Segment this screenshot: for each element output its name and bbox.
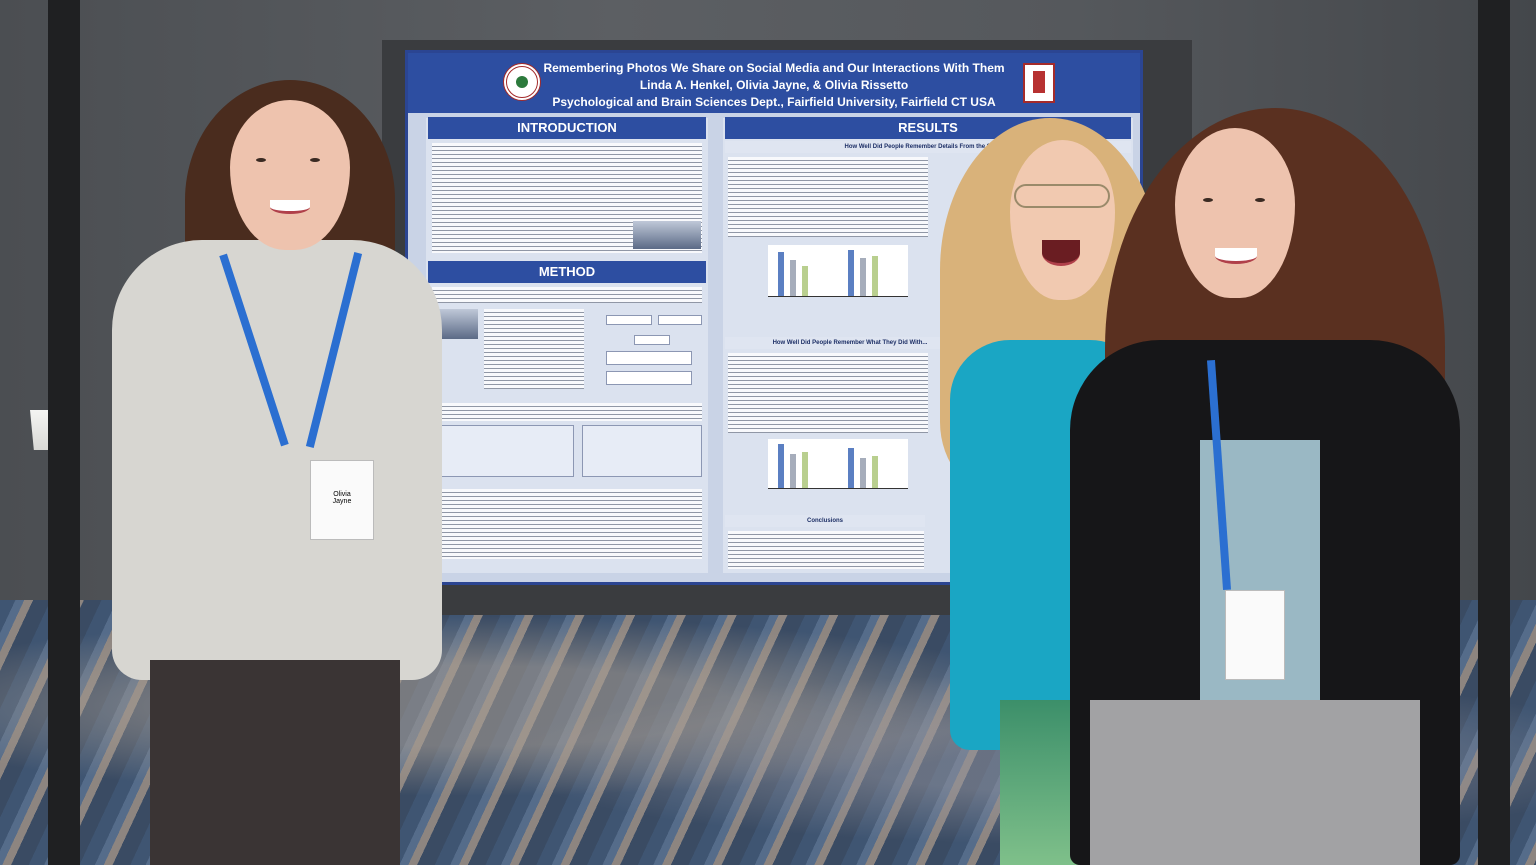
results-bar-chart-1 bbox=[768, 245, 908, 297]
person-right-face bbox=[1175, 128, 1295, 298]
method-experiments-text bbox=[432, 489, 702, 559]
person-right-pants bbox=[1090, 700, 1420, 865]
method-example-box bbox=[432, 425, 574, 477]
poster-authors: Linda A. Henkel, Olivia Jayne, & Olivia … bbox=[639, 78, 909, 92]
method-box bbox=[606, 371, 692, 385]
easel-post-right bbox=[1478, 0, 1510, 865]
open-mouth bbox=[1042, 240, 1080, 266]
person-left-face bbox=[230, 100, 350, 250]
chart-bar bbox=[802, 266, 808, 296]
name-badge-right bbox=[1225, 590, 1285, 680]
eye bbox=[256, 158, 266, 162]
eye bbox=[1203, 198, 1213, 202]
person-left-sweater bbox=[112, 240, 442, 680]
poster-header: Remembering Photos We Share on Social Me… bbox=[408, 53, 1140, 113]
method-heading: METHOD bbox=[428, 261, 706, 283]
chart-bar bbox=[778, 444, 784, 488]
method-box bbox=[606, 315, 652, 325]
poster-title: Remembering Photos We Share on Social Me… bbox=[543, 61, 1005, 75]
method-conditions-text bbox=[484, 309, 584, 389]
results-text-2 bbox=[728, 353, 928, 433]
method-box bbox=[634, 335, 670, 345]
introduction-photo bbox=[633, 221, 701, 249]
conclusions-text bbox=[728, 531, 924, 569]
chart-bar bbox=[848, 448, 854, 488]
method-example-box bbox=[582, 425, 702, 477]
results-text-1 bbox=[728, 157, 928, 237]
chart-bar bbox=[860, 258, 866, 296]
method-session-text bbox=[432, 403, 702, 421]
university-seal-icon bbox=[503, 63, 541, 101]
chart-bar bbox=[790, 260, 796, 296]
person-middle-face bbox=[1010, 140, 1115, 300]
chart-bar bbox=[778, 252, 784, 296]
department-logo-icon bbox=[1023, 63, 1055, 103]
method-box bbox=[658, 315, 702, 325]
easel-post-left bbox=[48, 0, 80, 865]
results-bar-chart-2 bbox=[768, 439, 908, 489]
conclusions-heading: Conclusions bbox=[725, 515, 925, 527]
person-left-pants bbox=[150, 660, 400, 865]
introduction-heading: INTRODUCTION bbox=[428, 117, 706, 139]
glasses-icon bbox=[1014, 184, 1110, 208]
smile bbox=[1215, 248, 1257, 264]
chart-bar bbox=[802, 452, 808, 488]
smile bbox=[270, 200, 310, 214]
research-poster: Remembering Photos We Share on Social Me… bbox=[405, 50, 1143, 585]
chart-bar bbox=[790, 454, 796, 488]
chart-bar bbox=[872, 256, 878, 296]
chart-bar bbox=[848, 250, 854, 296]
chart-bar bbox=[872, 456, 878, 488]
badge-last-name: Jayne bbox=[332, 498, 352, 505]
results-subheading-2: How Well Did People Remember What They D… bbox=[725, 337, 975, 349]
poster-affiliation: Psychological and Brain Sciences Dept., … bbox=[552, 95, 996, 109]
chart-bar bbox=[860, 458, 866, 488]
eye bbox=[1255, 198, 1265, 202]
name-badge-left: Olivia Jayne bbox=[310, 460, 374, 540]
eye bbox=[310, 158, 320, 162]
method-intro-text bbox=[432, 287, 702, 303]
method-box bbox=[606, 351, 692, 365]
badge-first-name: Olivia bbox=[333, 491, 351, 498]
